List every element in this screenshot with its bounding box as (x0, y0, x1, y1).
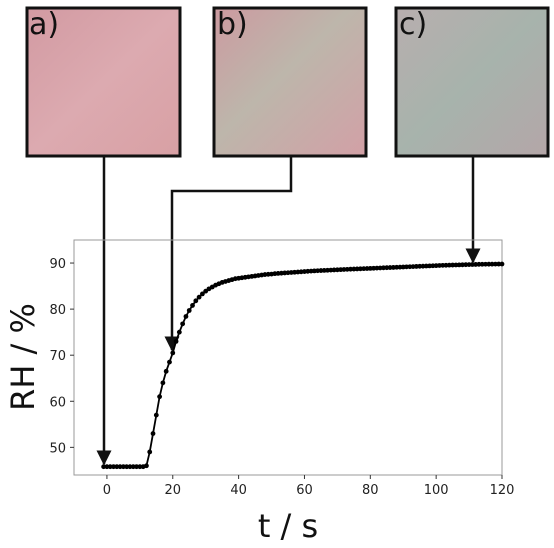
panel-b-label: b) (217, 7, 248, 42)
x-tick-label: 80 (362, 483, 379, 498)
panel-a-photo (25, 6, 182, 158)
rh-data-point (180, 321, 186, 327)
rh-data-point (163, 368, 169, 374)
y-axis-title: RH / % (4, 303, 42, 411)
rh-data-point (124, 464, 130, 470)
rh-data-point (101, 464, 107, 470)
rh-data-point (170, 350, 176, 356)
rh-data-point (117, 464, 123, 470)
rh-data-point (107, 464, 113, 470)
panel-c-photo (394, 6, 550, 158)
y-tick-label: 50 (49, 441, 66, 456)
rh-data-point (183, 314, 189, 319)
rh-data-point (190, 303, 195, 308)
rh-data-point (499, 261, 505, 267)
rh-data-point (176, 329, 182, 335)
rh-data-point (167, 359, 172, 365)
rh-data-point (160, 380, 166, 386)
panel-a-label: a) (29, 7, 59, 42)
rh-data-point (127, 464, 133, 470)
rh-data-point (157, 394, 163, 400)
panel-a: a) (25, 6, 182, 158)
panel-b-photo (212, 6, 368, 158)
rh-data-point (104, 464, 110, 470)
rh-data-point (120, 464, 126, 470)
rh-data-point (114, 464, 120, 470)
y-tick-label: 90 (49, 257, 66, 272)
panel-c-label: c) (399, 7, 427, 42)
y-tick-label: 80 (49, 303, 66, 318)
x-axis-ticks: 0 20 40 60 80 100 120 (103, 475, 515, 498)
rh-line (103, 263, 503, 468)
x-tick-label: 20 (164, 483, 181, 498)
rh-data-point (144, 463, 149, 469)
y-tick-label: 60 (49, 395, 66, 410)
rh-data-point (111, 464, 116, 470)
rh-data-point (130, 464, 136, 470)
y-axis-ticks: 50 60 70 80 90 (49, 257, 74, 456)
x-tick-label: 120 (490, 483, 515, 498)
y-tick-label: 70 (49, 349, 66, 364)
panel-b: b) (212, 6, 368, 158)
panel-c: c) (394, 6, 550, 158)
rh-data-point (134, 464, 139, 470)
rh-data-point (147, 449, 153, 455)
rh-data-point (137, 464, 143, 470)
x-tick-label: 40 (230, 483, 247, 498)
rh-data-point (200, 291, 205, 297)
arrow-b (164, 156, 293, 352)
rh-data-point (150, 431, 156, 436)
rh-data-point (196, 294, 202, 300)
x-tick-label: 60 (296, 483, 313, 498)
x-tick-label: 0 (103, 483, 111, 498)
rh-data-point (173, 338, 179, 344)
rh-data-point (153, 412, 159, 418)
plot-area (73, 239, 503, 476)
rh-series (101, 261, 505, 470)
rh-data-point (186, 308, 192, 313)
x-axis-title: t / s (258, 507, 318, 545)
x-tick-label: 100 (424, 483, 449, 498)
rh-data-point (193, 298, 199, 304)
